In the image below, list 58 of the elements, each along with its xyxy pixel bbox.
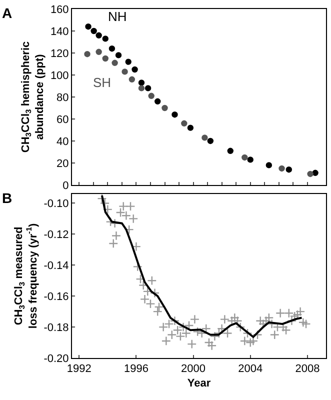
y-tick-label: 60 bbox=[56, 114, 69, 126]
y-tick-label: 100 bbox=[50, 70, 69, 82]
point bbox=[90, 28, 97, 34]
point bbox=[138, 80, 145, 86]
point bbox=[125, 58, 132, 65]
point bbox=[247, 156, 254, 163]
point bbox=[148, 92, 154, 99]
point bbox=[84, 51, 90, 58]
y-tick-label: 40 bbox=[56, 136, 69, 148]
point bbox=[162, 104, 168, 112]
point bbox=[227, 148, 234, 154]
point bbox=[172, 111, 178, 118]
point bbox=[96, 32, 102, 38]
y-tick-label: -0.16 bbox=[44, 290, 69, 303]
point bbox=[102, 36, 108, 42]
point bbox=[96, 48, 102, 55]
y-tick-label: -0.10 bbox=[44, 198, 69, 210]
point bbox=[138, 85, 145, 92]
point bbox=[181, 120, 188, 126]
point bbox=[242, 154, 248, 161]
y-tick-label: -0.12 bbox=[44, 229, 69, 242]
x-tick-label: 2004 bbox=[238, 363, 263, 376]
x-tick-label: 1996 bbox=[124, 363, 148, 376]
y-tick-label: 80 bbox=[56, 92, 69, 104]
point bbox=[128, 76, 136, 82]
point bbox=[108, 46, 116, 52]
point bbox=[85, 24, 92, 30]
text: B bbox=[2, 190, 12, 206]
y-tick-label: 140 bbox=[50, 26, 69, 38]
x-tick-label: 2000 bbox=[181, 363, 206, 376]
y-tick-label: -0.14 bbox=[44, 260, 69, 272]
y-tick-label: 120 bbox=[50, 48, 69, 60]
y-tick-label: -0.18 bbox=[44, 322, 69, 334]
x-tick-label: 1992 bbox=[66, 363, 92, 376]
y-tick-label: 0 bbox=[62, 180, 69, 192]
point bbox=[266, 162, 272, 168]
point bbox=[132, 66, 138, 73]
point bbox=[187, 124, 194, 131]
point bbox=[102, 55, 108, 62]
y-tick-label: -0.20 bbox=[44, 352, 69, 365]
point bbox=[144, 85, 152, 92]
series-label: SH bbox=[93, 75, 112, 90]
point bbox=[286, 166, 292, 173]
text: A bbox=[2, 5, 12, 21]
point bbox=[115, 52, 122, 58]
point bbox=[154, 98, 161, 104]
point bbox=[278, 165, 285, 172]
series-label: NH bbox=[108, 9, 127, 24]
point bbox=[112, 60, 118, 66]
y-tick-label: 160 bbox=[50, 4, 69, 16]
x-tick-label: 2008 bbox=[295, 363, 320, 376]
point bbox=[207, 138, 214, 144]
y-tick-label: 20 bbox=[56, 158, 69, 170]
point bbox=[122, 68, 128, 75]
point bbox=[202, 134, 208, 141]
x-axis-title: Year bbox=[187, 377, 212, 390]
point bbox=[312, 170, 318, 176]
point bbox=[307, 170, 314, 178]
